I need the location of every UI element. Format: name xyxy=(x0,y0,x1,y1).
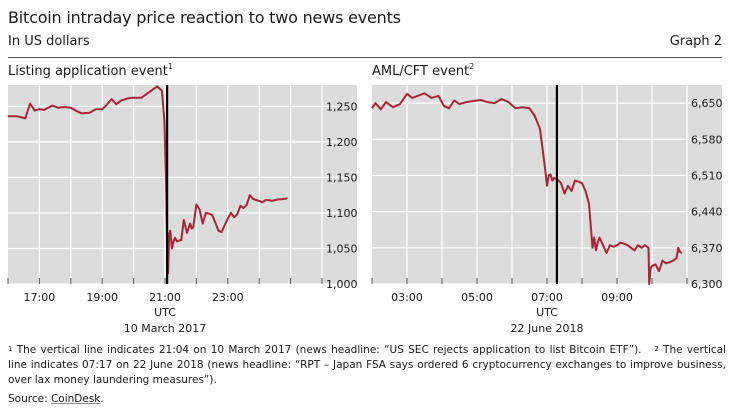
right-x-tick-label: 05:00 xyxy=(461,291,493,304)
source-suffix: . xyxy=(100,393,104,405)
left-y-tick-label: 1,150 xyxy=(326,171,358,184)
left-plot-area xyxy=(8,85,357,284)
left-price-line xyxy=(8,85,288,275)
right-panel-footnote-marker: 2 xyxy=(469,62,475,71)
footnote-marker-1: 1 xyxy=(8,345,13,353)
right-panel-title: AML/CFT event2 xyxy=(372,62,475,79)
right-y-tick-label: 6,370 xyxy=(691,242,723,255)
left-x-axis-title: UTC xyxy=(154,306,176,319)
left-y-tick-label: 1,050 xyxy=(326,242,358,255)
left-panel-title-text: Listing application event xyxy=(8,64,168,79)
left-x-tick-label: 19:00 xyxy=(86,291,118,304)
left-x-tick-label: 23:00 xyxy=(212,291,244,304)
right-y-tick-label: 6,580 xyxy=(691,133,723,146)
right-y-tick-label: 6,300 xyxy=(691,278,723,291)
source-prefix: Source: xyxy=(8,393,51,405)
chart-subtitle: In US dollars xyxy=(8,34,90,49)
left-y-tick-label: 1,000 xyxy=(326,278,358,291)
left-date-label: 10 March 2017 xyxy=(124,322,207,335)
right-y-tick-label: 6,440 xyxy=(691,206,723,219)
left-panel-footnote-marker: 1 xyxy=(167,62,173,71)
footnote-1: The vertical line indicates 21:04 on 10 … xyxy=(16,344,642,356)
source-link[interactable]: CoinDesk xyxy=(50,393,101,405)
left-y-tick-label: 1,250 xyxy=(326,100,358,113)
graph-number: Graph 2 xyxy=(669,34,722,49)
left-x-tick-label: 21:00 xyxy=(149,291,181,304)
left-chart: 1,000 1,050 1,100 1,150 1,200 1,250 17:00 19:00… xyxy=(7,85,358,335)
header-divider xyxy=(8,57,722,58)
footnote-2: The vertical line indicates 07:17 on 22 … xyxy=(8,344,726,386)
right-y-tick-label: 6,510 xyxy=(691,169,723,182)
right-y-tick-label: 6,650 xyxy=(691,97,723,110)
left-y-tick-label: 1,100 xyxy=(326,207,358,220)
right-x-tick-label: 09:00 xyxy=(601,291,633,304)
footnotes: 1 The vertical line indicates 21:04 on 1… xyxy=(8,343,726,388)
right-date-label: 22 June 2018 xyxy=(511,322,584,335)
left-x-tick-label: 17:00 xyxy=(24,291,56,304)
right-x-axis-title: UTC xyxy=(536,306,558,319)
source-line: Source: CoinDesk. xyxy=(8,393,104,405)
left-panel-title: Listing application event1 xyxy=(8,62,173,79)
left-y-tick-label: 1,200 xyxy=(326,136,358,149)
right-price-line xyxy=(371,92,683,285)
chart-title: Bitcoin intraday price reaction to two n… xyxy=(8,8,401,27)
right-panel-title-text: AML/CFT event xyxy=(372,64,470,79)
right-x-tick-label: 03:00 xyxy=(391,291,423,304)
footnote-marker-2: 2 xyxy=(654,345,659,353)
right-x-tick-label: 07:00 xyxy=(531,291,563,304)
right-chart: 6,300 6,370 6,440 6,510 6,580 6,650 03:00 05:00… xyxy=(371,85,723,335)
